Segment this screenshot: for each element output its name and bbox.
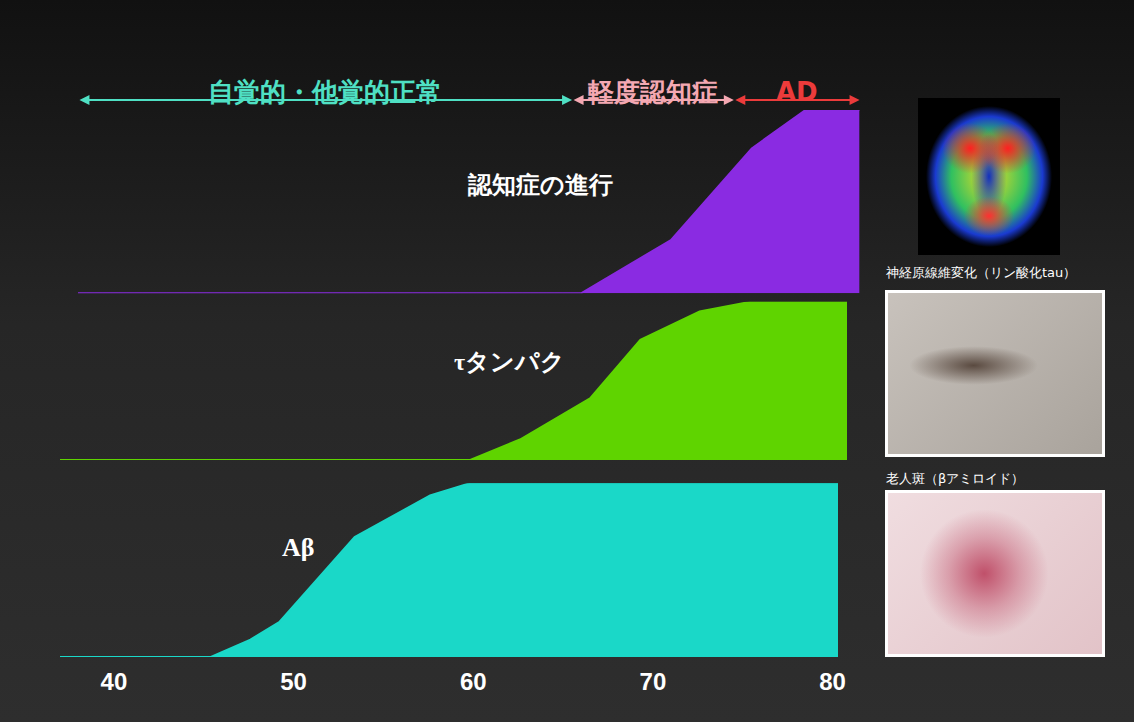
svg-text:80: 80	[819, 668, 846, 695]
svg-text:AD: AD	[776, 77, 818, 107]
svg-text:軽度認知症: 軽度認知症	[588, 77, 718, 107]
html-text:神経原線維変化（リン酸化tau）: 神経原線維変化（リン酸化tau）	[886, 265, 1077, 280]
svg-text:自覚的・他覚的正常: 自覚的・他覚的正常	[208, 77, 442, 107]
svg-text:70: 70	[640, 668, 667, 695]
svg-text:認知症の進行: 認知症の進行	[467, 172, 613, 198]
svg-text:50: 50	[280, 668, 307, 695]
svg-text:40: 40	[101, 668, 128, 695]
svg-text:τタンパク: τタンパク	[454, 349, 565, 375]
svg-text:Aβ: Aβ	[282, 533, 314, 562]
svg-text:60: 60	[460, 668, 487, 695]
html-text:老人斑（βアミロイド）: 老人斑（βアミロイド）	[886, 471, 1025, 486]
